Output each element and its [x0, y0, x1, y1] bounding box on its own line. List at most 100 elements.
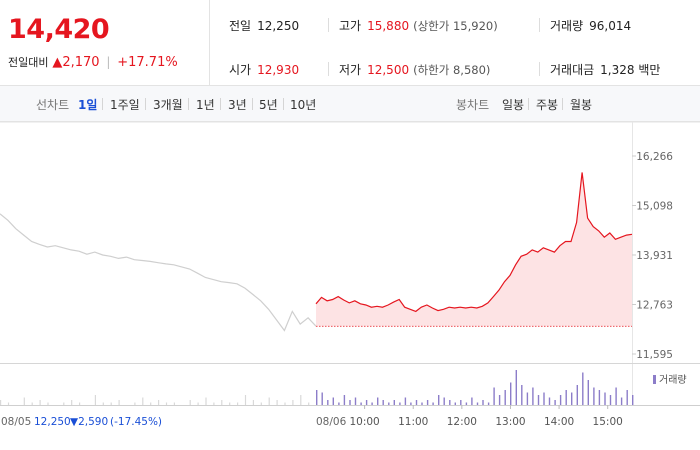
tab-5y[interactable]: 5년 — [259, 98, 278, 112]
tab-monthly-candle[interactable]: 월봉 — [570, 98, 593, 112]
x-tick-label: 14:00 — [544, 416, 574, 428]
tab-divider — [252, 98, 253, 110]
volume-bar-today — [632, 395, 634, 405]
tab-1d[interactable]: 1일 — [78, 98, 98, 112]
tab-1y[interactable]: 1년 — [196, 98, 215, 112]
volume-bar-today — [604, 392, 606, 405]
volume-bar-today — [421, 402, 423, 405]
volume-bar-prev — [300, 395, 302, 405]
stat-divider — [328, 62, 329, 76]
volume-bar-today — [454, 402, 456, 405]
volume-label: 거래량 — [550, 19, 584, 33]
price-chart[interactable]: 16,266 15,098 13,931 12,763 11,595 거래량 08/05 12… — [0, 121, 700, 450]
tab-divider — [283, 98, 284, 110]
volume-bar-prev — [142, 397, 144, 405]
y-tick-label: 15,098 — [636, 201, 673, 213]
open-value: 12,930 — [257, 63, 300, 77]
x-tick-label: 10:00 — [349, 416, 379, 428]
high-label: 고가 — [339, 19, 362, 33]
x-tick-label: 13:00 — [495, 416, 525, 428]
chart-period-tabs: 선차트 1일 1주일 3개월 1년 3년 5년 10년 봉차트 일봉 주봉 월봉 — [0, 86, 700, 122]
volume-bar-today — [316, 390, 318, 405]
volume-bar-today — [432, 402, 434, 405]
x-label-prev-close: 12,250 — [34, 416, 71, 428]
change-rate: +17.71% — [117, 55, 178, 70]
tab-10y[interactable]: 10년 — [290, 98, 317, 112]
low-stat: 저가 12,500 (하한가 8,580) — [339, 61, 490, 78]
volume-bar-today — [460, 400, 462, 405]
candle-chart-label: 봉차트 — [456, 98, 490, 112]
tab-divider — [188, 98, 189, 110]
x-tick-label: 11:00 — [398, 416, 428, 428]
upper-limit: (상한가 15,920) — [413, 19, 498, 33]
volume-bar-today — [426, 400, 429, 405]
low-value: 12,500 — [367, 63, 410, 77]
volume-stat: 거래량 96,014 — [550, 17, 631, 34]
volume-bar-today — [521, 385, 523, 405]
volume-bar-today — [410, 402, 412, 405]
volume-bar-today — [415, 400, 418, 405]
volume-bar-today — [487, 402, 490, 405]
volume-bar-prev — [47, 402, 49, 405]
volume-bar-today — [360, 402, 362, 405]
volume-bar-today — [443, 397, 445, 405]
volume-bar-today — [365, 400, 368, 405]
tab-divider — [220, 98, 221, 110]
stat-divider — [539, 62, 540, 76]
volume-bar-today — [354, 397, 357, 405]
volume-bar-prev — [118, 400, 120, 405]
volume-bar-today — [593, 387, 595, 405]
volume-bar-prev — [71, 400, 73, 405]
up-arrow-icon: ▲ — [52, 55, 63, 70]
volume-bar-today — [332, 397, 334, 405]
volume-bar-prev — [189, 400, 191, 405]
volume-bar-today — [498, 395, 501, 405]
volume-bar-prev — [39, 400, 41, 405]
volume-bar-prev — [31, 402, 33, 405]
volume-bar-today — [371, 402, 373, 405]
volume-bar-prev — [252, 400, 254, 405]
volume-bar-today — [349, 400, 351, 405]
tab-3y[interactable]: 3년 — [228, 98, 247, 112]
volume-bar-prev — [284, 402, 286, 405]
x-tick-label: 12:00 — [447, 416, 477, 428]
volume-bar-today — [559, 395, 562, 405]
volume-bar-prev — [7, 402, 10, 405]
volume-value: 96,014 — [589, 19, 632, 33]
volume-bar-prev — [276, 400, 278, 405]
tab-daily-candle[interactable]: 일봉 — [502, 98, 525, 112]
volume-bar-today — [515, 370, 517, 405]
volume-bar-today — [576, 385, 578, 405]
volume-bar-prev — [110, 402, 112, 405]
volume-bar-today — [587, 380, 589, 405]
tab-3m[interactable]: 3개월 — [153, 98, 183, 112]
volume-bar-today — [526, 392, 529, 405]
volume-bar-prev — [150, 402, 152, 405]
volume-bar-prev — [158, 400, 160, 405]
tab-1w[interactable]: 1주일 — [110, 98, 140, 112]
volume-bar-today — [548, 397, 551, 405]
volume-bar-prev — [165, 402, 168, 405]
volume-bar-prev — [237, 402, 239, 405]
volume-bar-today — [377, 397, 379, 405]
current-price: 14,420 — [8, 14, 110, 45]
volume-bar-today — [476, 402, 479, 405]
high-stat: 고가 15,880 (상한가 15,920) — [339, 17, 498, 34]
volume-bar-today — [532, 387, 534, 405]
volume-bar-today — [609, 395, 612, 405]
volume-bar-today — [438, 395, 440, 405]
volume-bar-today — [565, 390, 567, 405]
y-tick-label: 12,763 — [636, 299, 673, 311]
volume-bar-today — [404, 397, 407, 405]
change-row: 전일대비 ▲2,170 | +17.71% — [8, 54, 178, 70]
volume-legend-swatch — [653, 375, 656, 384]
volume-bar-today — [393, 400, 395, 405]
tab-divider — [145, 98, 146, 110]
volume-bar-today — [510, 382, 512, 405]
volume-bar-prev — [221, 400, 223, 405]
volume-bar-today — [321, 392, 323, 405]
tab-weekly-candle[interactable]: 주봉 — [536, 98, 559, 112]
x-label-prev-change: ▼2,590 — [70, 416, 108, 428]
x-label-today-date: 08/06 — [316, 416, 347, 428]
